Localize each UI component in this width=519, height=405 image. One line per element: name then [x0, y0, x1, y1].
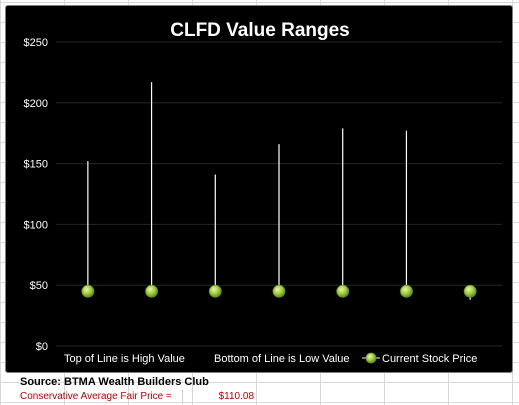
fair-price-value: $110.08	[218, 391, 254, 402]
current-price-marker[interactable]	[81, 284, 95, 298]
current-price-marker[interactable]	[272, 284, 286, 298]
legend-high-value: Top of Line is High Value	[64, 353, 185, 365]
chart-title: CLFD Value Ranges	[170, 20, 350, 41]
cell-divider	[182, 390, 183, 404]
current-price-marker[interactable]	[208, 284, 222, 298]
y-tick-label: $250	[24, 37, 48, 49]
current-price-marker[interactable]	[145, 284, 158, 298]
fair-price-label: Conservative Average Fair Price =	[20, 391, 172, 402]
price-markers	[81, 284, 477, 298]
y-axis-ticks: $0 $50 $100 $150 $200 $250	[24, 37, 48, 353]
y-tick-label: $150	[24, 159, 48, 171]
legend-current-price: Current Stock Price	[382, 353, 477, 365]
y-tick-label: $0	[36, 341, 48, 353]
current-price-marker[interactable]	[463, 284, 477, 298]
sheet-footer: Source: BTMA Wealth Builders Club Conser…	[20, 376, 519, 404]
current-price-marker[interactable]	[336, 284, 350, 298]
chart-area[interactable]: CLFD Value Ranges $0 $50 $100 $150 $200 $250 …	[5, 5, 513, 373]
y-tick-label: $200	[24, 98, 48, 110]
fair-price-row: Conservative Average Fair Price = $110.0…	[20, 390, 519, 404]
legend-low-value: Bottom of Line is Low Value	[214, 353, 350, 365]
legend-price-marker	[365, 352, 377, 364]
y-tick-label: $50	[30, 280, 48, 292]
current-price-marker[interactable]	[400, 284, 413, 298]
chart-svg: CLFD Value Ranges $0$50$100$150$200$250 …	[24, 20, 502, 365]
legend: Top of Line is High Value Bottom of Line…	[64, 352, 477, 365]
source-note: Source: BTMA Wealth Builders Club	[20, 376, 209, 388]
y-tick-label: $100	[24, 219, 48, 231]
range-lines	[87, 82, 471, 300]
